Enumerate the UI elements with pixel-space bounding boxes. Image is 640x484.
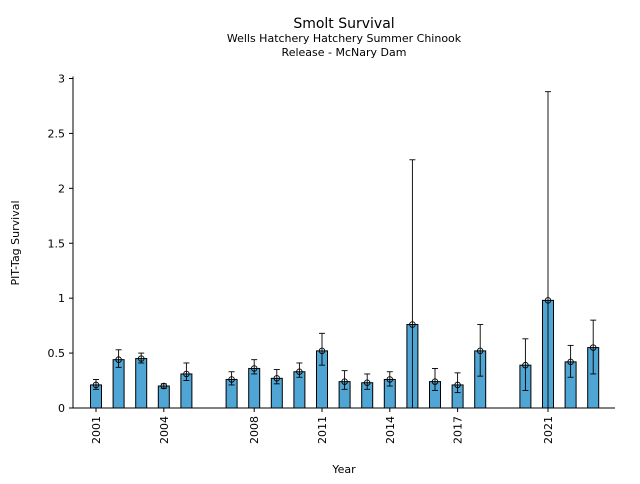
chart-title: Smolt Survival — [293, 16, 394, 32]
x-axis-label: Year — [331, 463, 356, 476]
survival-point-marker — [386, 376, 394, 383]
y-tick-label: 2 — [58, 182, 65, 195]
survival-point-marker — [250, 365, 258, 372]
survival-point-marker — [296, 368, 303, 376]
survival-point-marker — [92, 381, 100, 389]
survival-point-marker — [318, 347, 326, 355]
x-tick-label: 2001 — [90, 416, 103, 444]
survival-point-marker — [409, 321, 416, 328]
survival-point-marker — [363, 379, 371, 386]
survival-point-marker — [476, 347, 484, 355]
survival-point-marker — [431, 378, 439, 385]
chart-subtitle-line-1: Wells Hatchery Hatchery Summer Chinook — [227, 32, 462, 45]
survival-point-marker — [544, 297, 552, 304]
x-tick-label: 2004 — [158, 416, 171, 444]
plot-layer: 0 0.5 1 1.5 2 2.5 3 2001 2004 2008 2011 2014 2017 202… — [48, 73, 615, 444]
y-tick-label: 0 — [58, 402, 65, 415]
survival-bar — [135, 358, 148, 409]
survival-point-marker — [137, 355, 145, 362]
survival-point-marker — [522, 361, 529, 369]
y-axis-label: PIT-Tag Survival — [9, 200, 22, 285]
survival-point-marker — [115, 356, 122, 363]
y-tick-label: 1 — [58, 292, 65, 305]
x-tick-label: 2011 — [316, 416, 329, 444]
x-tick-label: 2017 — [452, 416, 465, 444]
x-tick-label: 2021 — [542, 416, 555, 444]
survival-bar — [157, 385, 170, 409]
survival-point-marker — [160, 382, 168, 390]
survival-point-marker — [228, 376, 235, 383]
chart-subtitle-line-2: Release - McNary Dam — [282, 46, 407, 59]
y-tick-label: 3 — [58, 73, 65, 86]
survival-point-marker — [183, 370, 190, 378]
x-tick-label: 2014 — [384, 416, 397, 444]
survival-point-marker — [341, 378, 348, 385]
x-tick-label: 2008 — [248, 416, 261, 444]
y-tick-label: 2.5 — [48, 127, 66, 140]
survival-point-marker — [589, 344, 597, 351]
survival-point-marker — [454, 381, 461, 389]
survival-point-marker — [567, 358, 574, 366]
y-tick-label: 0.5 — [48, 347, 66, 360]
survival-point-marker — [273, 375, 281, 382]
y-tick-label: 1.5 — [48, 237, 66, 250]
